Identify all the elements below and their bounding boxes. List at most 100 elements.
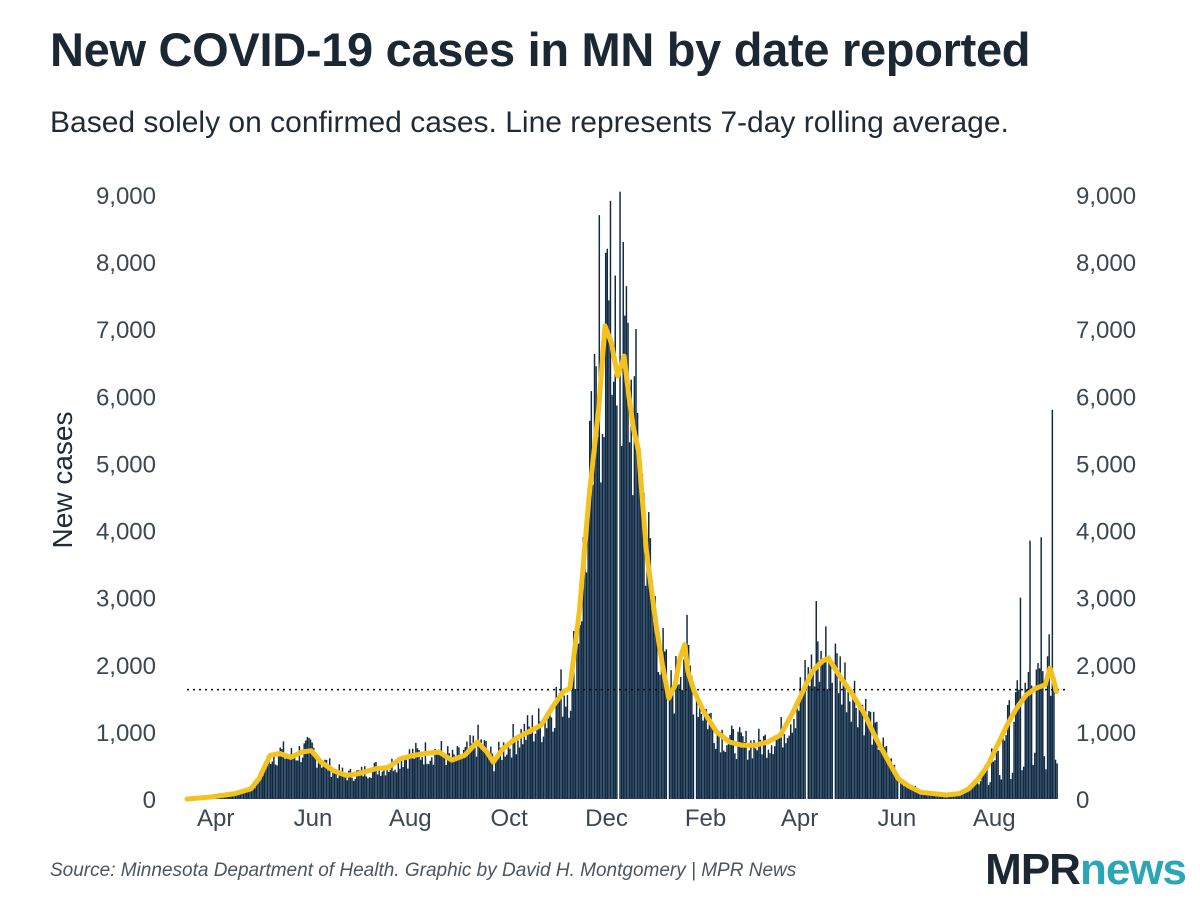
bar xyxy=(987,785,990,799)
bar xyxy=(770,745,773,799)
bar xyxy=(242,792,245,799)
bar xyxy=(786,738,789,799)
bar xyxy=(957,794,959,799)
bar xyxy=(440,740,443,799)
bar xyxy=(231,794,234,799)
bar xyxy=(265,766,267,799)
bar xyxy=(525,739,527,799)
bar xyxy=(627,322,629,799)
bar xyxy=(585,572,588,799)
bar xyxy=(499,747,502,799)
bar xyxy=(285,756,288,799)
bar xyxy=(576,629,578,799)
bar xyxy=(281,749,283,799)
bar xyxy=(303,743,305,799)
bar xyxy=(354,778,356,799)
bar xyxy=(609,200,612,799)
bar xyxy=(788,735,790,799)
bar xyxy=(400,760,403,799)
bar xyxy=(450,758,452,799)
y-tick-label-right: 0 xyxy=(1076,787,1089,814)
mpr-news-logo: MPRnews xyxy=(985,845,1187,895)
bar xyxy=(568,717,570,799)
bar xyxy=(754,748,757,799)
bar xyxy=(566,694,569,799)
bar xyxy=(992,761,995,799)
bar xyxy=(622,241,624,800)
bar xyxy=(842,681,845,799)
bar xyxy=(995,742,998,799)
bar xyxy=(841,704,843,799)
bar xyxy=(1037,663,1039,799)
bar xyxy=(589,420,591,799)
bar xyxy=(509,748,511,799)
x-tick-label: Dec xyxy=(585,805,628,832)
bar xyxy=(541,742,543,799)
bar xyxy=(348,770,350,799)
bar xyxy=(557,701,559,799)
bar xyxy=(512,724,514,799)
bar xyxy=(581,621,583,799)
bar xyxy=(590,391,593,799)
bar xyxy=(506,754,508,799)
bar xyxy=(872,711,875,799)
bar xyxy=(975,780,977,799)
bar xyxy=(847,691,849,799)
bar xyxy=(268,754,270,799)
bar xyxy=(1016,680,1018,799)
y-tick-label-left: 4,000 xyxy=(96,519,156,546)
bar xyxy=(254,788,256,799)
bar xyxy=(692,714,695,799)
bar xyxy=(601,434,604,799)
bar xyxy=(951,795,953,799)
bar xyxy=(324,759,326,799)
bar xyxy=(459,758,462,799)
bar xyxy=(949,795,951,799)
bar xyxy=(477,724,479,799)
bar xyxy=(395,772,398,799)
bar xyxy=(1040,537,1042,799)
bar xyxy=(547,718,549,799)
bar xyxy=(1000,779,1003,799)
bar xyxy=(734,753,736,799)
bar xyxy=(1026,689,1028,799)
bar xyxy=(676,684,679,799)
bar xyxy=(998,775,1001,799)
bar xyxy=(257,783,259,799)
bar xyxy=(316,767,318,799)
bar xyxy=(327,770,329,799)
bar xyxy=(493,771,495,799)
bar xyxy=(657,672,660,799)
y-tick-label-right: 4,000 xyxy=(1076,519,1136,546)
bar xyxy=(424,742,427,799)
bar xyxy=(595,366,597,799)
bar xyxy=(287,755,289,799)
bar xyxy=(534,733,537,799)
bar xyxy=(679,676,682,799)
bar xyxy=(871,744,873,799)
bar xyxy=(359,770,361,799)
bar xyxy=(260,775,262,799)
bar xyxy=(486,751,489,799)
bar xyxy=(375,761,377,799)
bar xyxy=(364,766,366,799)
bar xyxy=(282,741,285,799)
bar xyxy=(523,723,526,799)
bar xyxy=(829,664,832,799)
y-tick-label-left: 8,000 xyxy=(96,250,156,277)
bar xyxy=(1030,685,1033,799)
bar xyxy=(968,787,971,799)
bar xyxy=(812,671,814,799)
logo-mpr: MPR xyxy=(985,845,1081,894)
bar xyxy=(305,740,307,799)
bar xyxy=(1011,772,1014,799)
bar xyxy=(338,764,341,799)
bar xyxy=(328,758,331,799)
bar xyxy=(837,693,840,799)
bar xyxy=(427,764,430,799)
bar xyxy=(258,773,261,799)
bar xyxy=(887,760,889,799)
bar xyxy=(411,748,414,799)
bar xyxy=(394,769,396,799)
